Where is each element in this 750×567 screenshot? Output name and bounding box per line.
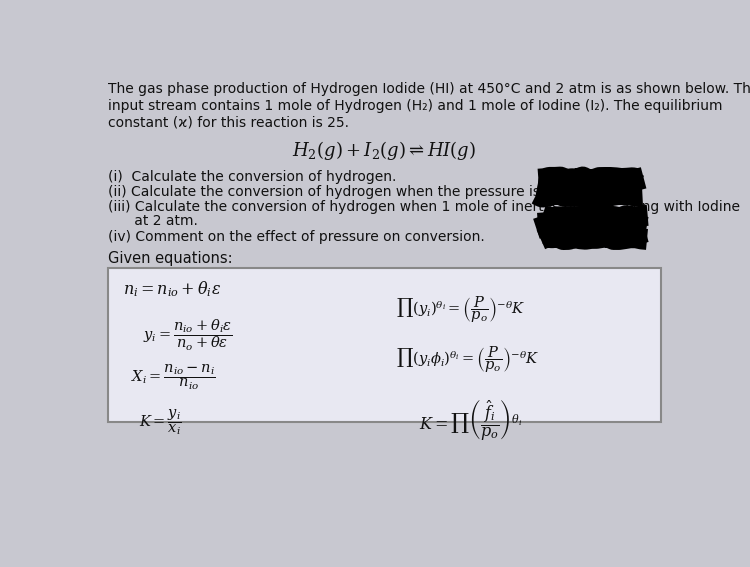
Text: Given equations:: Given equations: (108, 251, 232, 266)
Text: (ii) Calculate the conversion of hydrogen when the pressure is 4 atm.: (ii) Calculate the conversion of hydroge… (108, 185, 590, 199)
Text: $y_i = \dfrac{n_{io}+\theta_i \varepsilon}{n_o+\theta\varepsilon}$: $y_i = \dfrac{n_{io}+\theta_i \varepsilo… (142, 318, 232, 353)
Text: $\prod(y_i\phi_i)^{\theta_i} = \left(\dfrac{P}{p_o}\right)^{-\theta} K$: $\prod(y_i\phi_i)^{\theta_i} = \left(\df… (396, 345, 539, 375)
Text: $\prod(y_i)^{\theta_i} = \left(\dfrac{P}{p_o}\right)^{-\theta} K$: $\prod(y_i)^{\theta_i} = \left(\dfrac{P}… (396, 294, 526, 325)
Text: $K = \prod\left(\dfrac{\hat{f}_i}{p_o}\right)^{\theta_i}$: $K = \prod\left(\dfrac{\hat{f}_i}{p_o}\r… (419, 397, 523, 442)
Text: (iii) Calculate the conversion of hydrogen when 1 mole of inert is present along: (iii) Calculate the conversion of hydrog… (108, 201, 740, 214)
Text: $n_i = n_{io} + \theta_i \varepsilon$: $n_i = n_{io} + \theta_i \varepsilon$ (123, 279, 221, 299)
Text: $X_i = \dfrac{n_{io}-n_i}{n_{io}}$: $X_i = \dfrac{n_{io}-n_i}{n_{io}}$ (131, 362, 216, 392)
Text: constant (ϰ) for this reaction is 25.: constant (ϰ) for this reaction is 25. (108, 116, 349, 130)
Text: The gas phase production of Hydrogen Iodide (HI) at 450°C and 2 atm is as shown : The gas phase production of Hydrogen Iod… (108, 82, 750, 96)
Text: (i)  Calculate the conversion of hydrogen.: (i) Calculate the conversion of hydrogen… (108, 170, 396, 184)
Text: $K = \dfrac{y_i}{x_i}$: $K = \dfrac{y_i}{x_i}$ (139, 407, 182, 437)
Text: at 2 atm.: at 2 atm. (108, 214, 197, 229)
Text: $H_2(g) + I_2(g) \rightleftharpoons HI(g)$: $H_2(g) + I_2(g) \rightleftharpoons HI(g… (292, 139, 476, 162)
Text: (iv) Comment on the effect of pressure on conversion.: (iv) Comment on the effect of pressure o… (108, 230, 484, 244)
Text: input stream contains 1 mole of Hydrogen (H₂) and 1 mole of Iodine (I₂). The equ: input stream contains 1 mole of Hydrogen… (108, 99, 722, 113)
FancyBboxPatch shape (108, 268, 661, 422)
